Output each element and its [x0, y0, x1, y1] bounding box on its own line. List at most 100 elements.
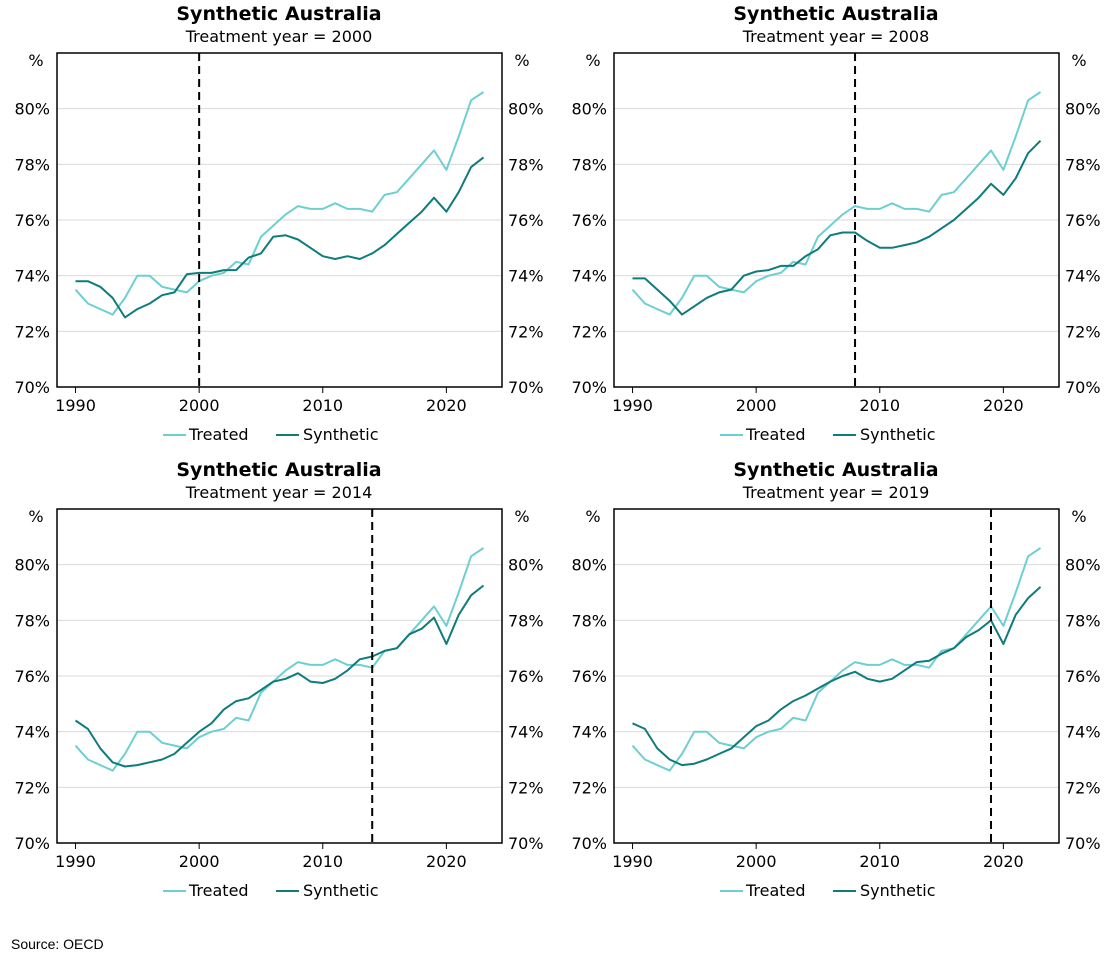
y-tick-label-left: 70%: [14, 834, 50, 853]
y-tick-label-right: 76%: [508, 211, 544, 230]
chart-grid: Synthetic Australia Treatment year = 2000…: [0, 0, 1115, 912]
legend-label-treated: Treated: [745, 425, 806, 444]
x-tick-label: 2010: [859, 396, 900, 415]
y-unit-left: %: [28, 51, 43, 70]
y-unit-right: %: [514, 507, 529, 526]
x-tick-label: 2020: [426, 396, 467, 415]
y-unit-left: %: [28, 507, 43, 526]
chart-title: Synthetic Australia: [176, 459, 381, 481]
x-tick-label: 2020: [983, 852, 1024, 871]
y-tick-label-left: 74%: [571, 267, 607, 286]
y-tick-label-left: 72%: [14, 778, 50, 797]
y-tick-label-right: 70%: [1065, 378, 1101, 397]
legend-label-synthetic: Synthetic: [860, 881, 936, 900]
y-tick-label-right: 72%: [1065, 778, 1101, 797]
y-tick-label-right: 70%: [508, 834, 544, 853]
x-tick-label: 2000: [179, 396, 220, 415]
series-line-synthetic: [632, 139, 1042, 316]
x-tick-label: 2010: [859, 852, 900, 871]
series-line-synthetic: [632, 586, 1042, 767]
y-tick-label-left: 80%: [14, 556, 50, 575]
y-tick-label-left: 74%: [14, 723, 50, 742]
x-tick-label: 1990: [55, 396, 96, 415]
series-line-treated: [631, 91, 1042, 316]
y-unit-right: %: [514, 51, 529, 70]
y-tick-label-left: 70%: [571, 378, 607, 397]
x-tick-label: 2000: [179, 852, 220, 871]
chart-subtitle: Treatment year = 2014: [185, 483, 373, 502]
line-chart: Synthetic Australia Treatment year = 2014…: [14, 459, 544, 900]
x-tick-label: 1990: [55, 852, 96, 871]
y-tick-label-right: 70%: [508, 378, 544, 397]
y-tick-label-left: 78%: [14, 155, 50, 174]
legend-label-synthetic: Synthetic: [303, 425, 379, 444]
y-tick-label-right: 70%: [1065, 834, 1101, 853]
legend-label-synthetic: Synthetic: [860, 425, 936, 444]
y-tick-label-left: 70%: [571, 834, 607, 853]
y-tick-label-left: 72%: [14, 322, 50, 341]
y-tick-label-right: 78%: [1065, 611, 1101, 630]
x-tick-label: 2010: [302, 852, 343, 871]
x-tick-label: 2000: [736, 852, 777, 871]
line-chart: Synthetic Australia Treatment year = 2019…: [571, 459, 1101, 900]
y-tick-label-left: 72%: [571, 778, 607, 797]
x-tick-label: 1990: [612, 396, 653, 415]
chart-subtitle: Treatment year = 2008: [742, 27, 930, 46]
x-tick-label: 2000: [736, 396, 777, 415]
chart-title: Synthetic Australia: [733, 459, 938, 481]
chart-panel: Synthetic Australia Treatment year = 2019…: [557, 456, 1115, 912]
legend-label-treated: Treated: [745, 881, 806, 900]
plot-frame: [613, 508, 1060, 844]
y-tick-label-left: 76%: [571, 211, 607, 230]
y-tick-label-left: 72%: [571, 322, 607, 341]
legend-label-treated: Treated: [188, 425, 249, 444]
y-unit-right: %: [1071, 507, 1086, 526]
y-tick-label-right: 72%: [508, 322, 544, 341]
chart-subtitle: Treatment year = 2019: [742, 483, 930, 502]
chart-panel: Synthetic Australia Treatment year = 2008…: [557, 0, 1115, 456]
chart-subtitle: Treatment year = 2000: [185, 27, 373, 46]
series-line-treated: [74, 91, 485, 316]
x-tick-label: 2020: [426, 852, 467, 871]
y-tick-label-right: 80%: [508, 556, 544, 575]
series-line-treated: [74, 547, 485, 772]
y-tick-label-right: 80%: [508, 100, 544, 119]
series-line-synthetic: [75, 156, 485, 319]
plot-frame: [56, 52, 503, 388]
legend-label-treated: Treated: [188, 881, 249, 900]
plot-frame: [613, 52, 1060, 388]
chart-title: Synthetic Australia: [733, 3, 938, 25]
y-tick-label-left: 78%: [571, 155, 607, 174]
y-tick-label-right: 74%: [1065, 723, 1101, 742]
series-line-treated: [631, 547, 1042, 772]
legend-label-synthetic: Synthetic: [303, 881, 379, 900]
y-tick-label-right: 76%: [1065, 667, 1101, 686]
y-unit-left: %: [585, 507, 600, 526]
y-tick-label-right: 76%: [1065, 211, 1101, 230]
y-tick-label-right: 76%: [508, 667, 544, 686]
source-note: Source: OECD: [11, 936, 104, 952]
y-tick-label-left: 80%: [571, 100, 607, 119]
x-tick-label: 1990: [612, 852, 653, 871]
y-tick-label-left: 70%: [14, 378, 50, 397]
y-tick-label-right: 74%: [508, 267, 544, 286]
y-tick-label-left: 74%: [571, 723, 607, 742]
y-tick-label-right: 80%: [1065, 556, 1101, 575]
x-tick-label: 2020: [983, 396, 1024, 415]
y-unit-right: %: [1071, 51, 1086, 70]
y-tick-label-right: 78%: [1065, 155, 1101, 174]
y-tick-label-right: 74%: [508, 723, 544, 742]
y-unit-left: %: [585, 51, 600, 70]
y-tick-label-right: 78%: [508, 611, 544, 630]
series-line-synthetic: [74, 584, 485, 768]
line-chart: Synthetic Australia Treatment year = 2000…: [14, 3, 544, 444]
line-chart: Synthetic Australia Treatment year = 2008…: [571, 3, 1101, 444]
y-tick-label-right: 74%: [1065, 267, 1101, 286]
plot-frame: [56, 508, 503, 844]
y-tick-label-left: 80%: [14, 100, 50, 119]
y-tick-label-left: 76%: [14, 211, 50, 230]
y-tick-label-right: 80%: [1065, 100, 1101, 119]
y-tick-label-left: 76%: [571, 667, 607, 686]
y-tick-label-left: 74%: [14, 267, 50, 286]
chart-panel: Synthetic Australia Treatment year = 2014…: [0, 456, 558, 912]
